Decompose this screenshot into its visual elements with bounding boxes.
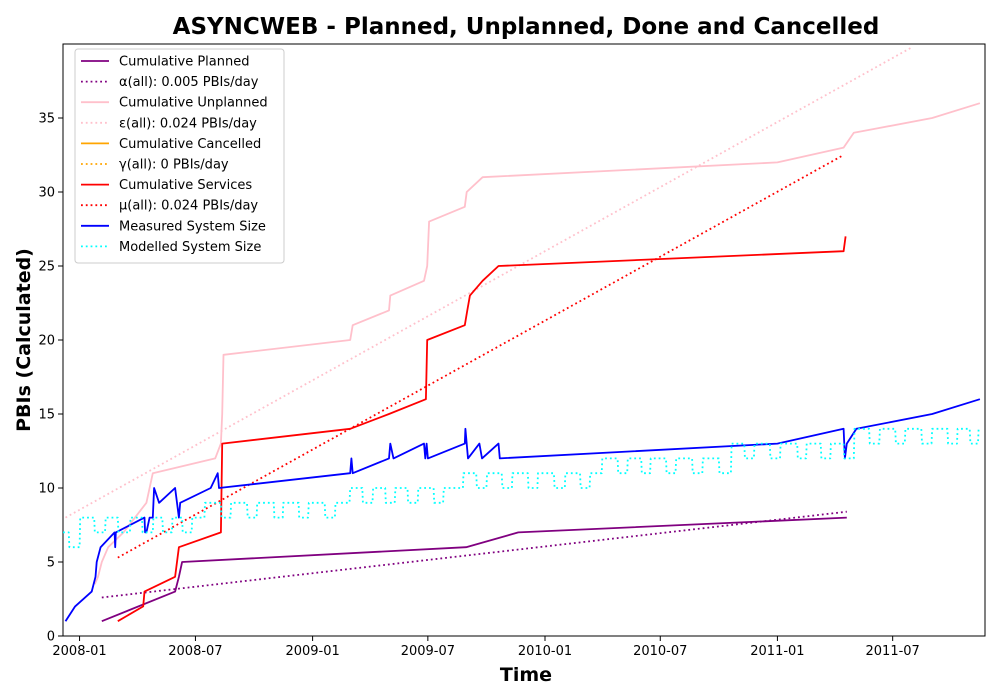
y-tick-label: 10 [38, 482, 55, 497]
legend-box [74, 48, 285, 264]
series-line-cumulative-services [117, 236, 847, 622]
series-line-all-0-024-pbis-day [117, 154, 845, 559]
x-tick-label: 2009-01 [285, 644, 339, 659]
x-axis-label: Time [500, 664, 552, 686]
axes: 2008-01 2008-07 2009-01 2009-07 2010-01 2010-… [38, 112, 919, 660]
x-tick-label: 2009-07 [401, 644, 455, 659]
series-line-cumulative-planned [101, 516, 847, 623]
y-tick-label: 20 [38, 334, 55, 349]
y-tick-label: 25 [38, 260, 55, 275]
legend-label-cumulative-unplanned: Cumulative Unplanned [119, 96, 268, 111]
y-tick-label: 5 [47, 556, 55, 571]
legend-label-modelled-system-size: Modelled System Size [119, 240, 261, 255]
series-line-all-0-005-pbis-day [101, 510, 847, 599]
series-line-measured-system-size [64, 398, 981, 622]
series-line-all-0-024-pbis-day [65, 46, 913, 519]
series-line-modelled-system-size [63, 427, 980, 549]
legend-label-cumulative-cancelled: Cumulative Cancelled [119, 137, 261, 152]
legend-label-all-0-pbis-day: γ(all): 0 PBIs/day [119, 158, 229, 173]
x-tick-label: 2010-01 [518, 644, 572, 659]
y-tick-label: 15 [38, 408, 55, 423]
x-tick-label: 2011-01 [750, 644, 804, 659]
y-tick-label: 0 [47, 630, 55, 645]
legend-label-cumulative-services: Cumulative Services [119, 178, 252, 193]
x-tick-label: 2010-07 [633, 644, 687, 659]
legend-label-all-0-024-pbis-day: μ(all): 0.024 PBIs/day [119, 199, 258, 214]
y-tick-label: 30 [38, 186, 55, 201]
chart-title: ASYNCWEB - Planned, Unplanned, Done and … [173, 14, 880, 40]
legend-label-all-0-005-pbis-day: α(all): 0.005 PBIs/day [119, 75, 259, 90]
x-tick-label: 2008-01 [52, 644, 106, 659]
legend-label-measured-system-size: Measured System Size [119, 219, 266, 234]
legend-label-all-0-024-pbis-day: ε(all): 0.024 PBIs/day [119, 116, 257, 131]
series-layer [63, 46, 981, 623]
y-axis-label: PBIs (Calculated) [13, 248, 35, 432]
x-tick-label: 2011-07 [866, 644, 920, 659]
legend-label-cumulative-planned: Cumulative Planned [119, 55, 249, 70]
y-tick-label: 35 [38, 112, 55, 127]
x-tick-label: 2008-07 [168, 644, 222, 659]
legend: Cumulative Planned α(all): 0.005 PBIs/day… [74, 48, 285, 264]
